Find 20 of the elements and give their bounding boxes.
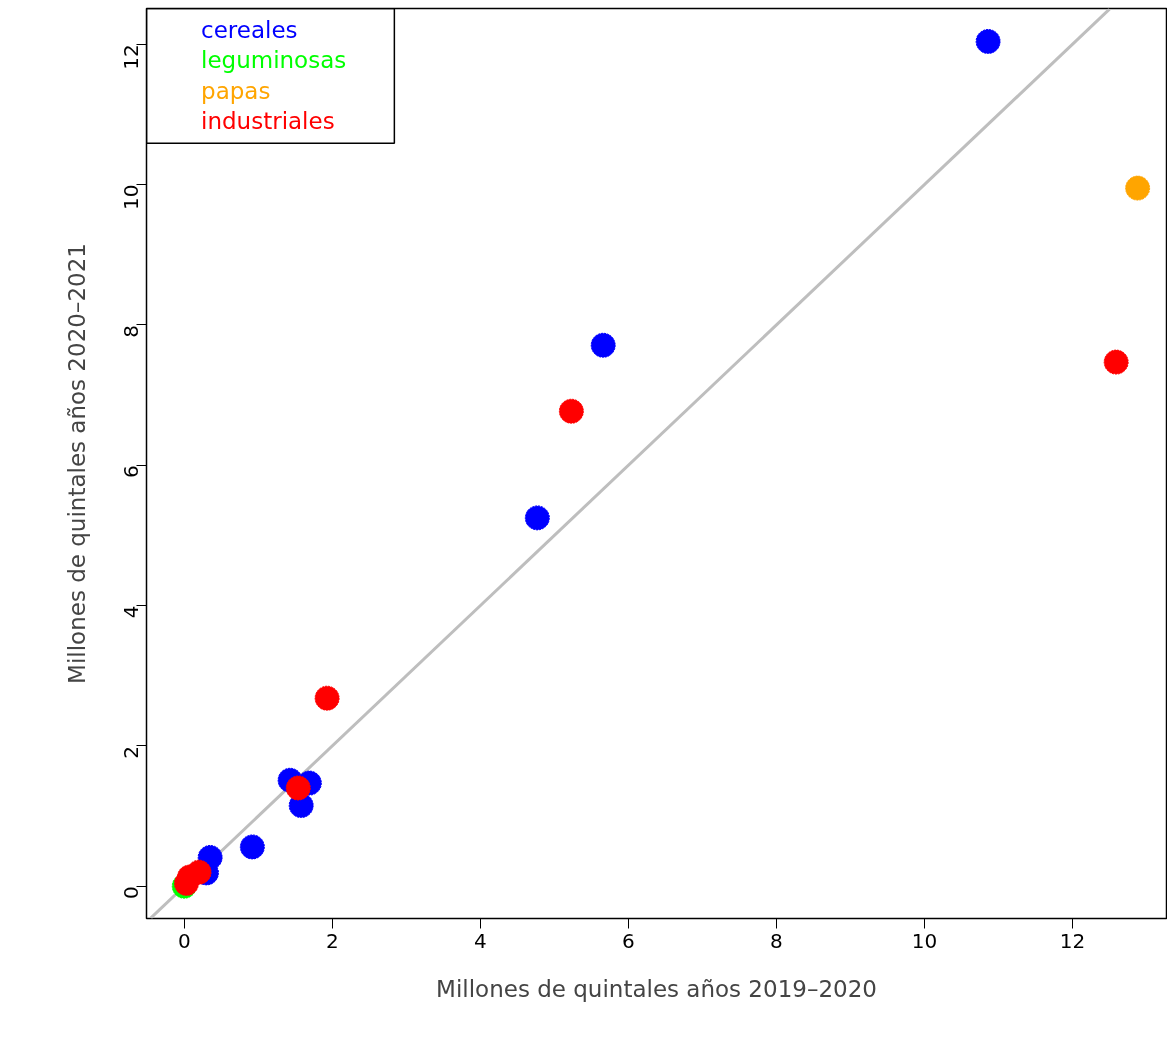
text: leguminosas xyxy=(201,47,347,74)
x-tick-label: 0 xyxy=(177,928,191,953)
y-tick-label: 4 xyxy=(119,605,144,619)
x-tick-label: 6 xyxy=(622,928,635,953)
y-tick-label: 6 xyxy=(119,465,144,478)
y-tick-label: 2 xyxy=(119,745,144,759)
y-tick-label: 0 xyxy=(119,886,144,899)
y-tick-label: 8 xyxy=(119,324,144,338)
y-axis-title: Millones de quintales años 2020–2021 xyxy=(63,243,90,684)
x-tick-label: 4 xyxy=(473,928,487,953)
x-tick-label: 10 xyxy=(911,928,938,953)
text: cereales xyxy=(201,17,298,44)
x-tick-label: 8 xyxy=(770,928,783,953)
x-axis-title: Millones de quintales años 2019–2020 xyxy=(436,975,877,1002)
x-tick-label: 2 xyxy=(325,928,339,953)
y-tick-label: 10 xyxy=(119,184,144,211)
y-tick-label: 12 xyxy=(119,44,144,70)
text: industriales xyxy=(201,107,335,134)
text: papas xyxy=(201,77,271,104)
x-tick-label: 12 xyxy=(1059,928,1086,953)
